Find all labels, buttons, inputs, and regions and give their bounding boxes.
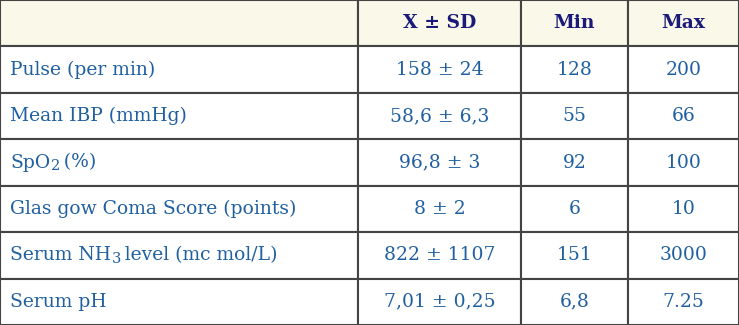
Text: 55: 55 bbox=[562, 107, 587, 125]
Bar bbox=[628, 279, 739, 325]
Bar bbox=[358, 186, 521, 232]
Text: 151: 151 bbox=[556, 246, 593, 264]
Bar bbox=[358, 139, 521, 186]
Text: 96,8 ± 3: 96,8 ± 3 bbox=[399, 153, 480, 172]
Text: Max: Max bbox=[661, 14, 706, 32]
Text: 7,01 ± 0,25: 7,01 ± 0,25 bbox=[384, 293, 495, 311]
Bar bbox=[628, 0, 739, 46]
Bar bbox=[358, 0, 521, 46]
Text: Mean IBP (mmHg): Mean IBP (mmHg) bbox=[10, 107, 187, 125]
Text: 6,8: 6,8 bbox=[559, 293, 590, 311]
Bar bbox=[358, 232, 521, 279]
Text: Glas gow Coma Score (points): Glas gow Coma Score (points) bbox=[10, 200, 296, 218]
Bar bbox=[521, 46, 628, 93]
Text: X ± SD: X ± SD bbox=[403, 14, 476, 32]
Bar bbox=[628, 46, 739, 93]
Text: (%): (%) bbox=[61, 153, 97, 172]
Text: Min: Min bbox=[554, 14, 595, 32]
Text: 128: 128 bbox=[556, 61, 593, 79]
Text: 100: 100 bbox=[666, 153, 701, 172]
Text: 3000: 3000 bbox=[660, 246, 707, 264]
Bar bbox=[521, 186, 628, 232]
Text: Pulse (per min): Pulse (per min) bbox=[10, 60, 155, 79]
Bar bbox=[521, 279, 628, 325]
Bar bbox=[628, 93, 739, 139]
Bar bbox=[628, 232, 739, 279]
Text: 66: 66 bbox=[672, 107, 695, 125]
Text: 200: 200 bbox=[666, 61, 701, 79]
Bar bbox=[521, 139, 628, 186]
Bar bbox=[0, 232, 358, 279]
Bar bbox=[0, 0, 358, 46]
Bar bbox=[358, 279, 521, 325]
Bar bbox=[521, 93, 628, 139]
Bar bbox=[628, 139, 739, 186]
Bar bbox=[0, 186, 358, 232]
Bar bbox=[521, 0, 628, 46]
Text: 10: 10 bbox=[672, 200, 695, 218]
Text: Serum pH: Serum pH bbox=[10, 293, 106, 311]
Bar bbox=[0, 93, 358, 139]
Text: 822 ± 1107: 822 ± 1107 bbox=[384, 246, 495, 264]
Bar bbox=[628, 186, 739, 232]
Text: 92: 92 bbox=[562, 153, 587, 172]
Text: 8 ± 2: 8 ± 2 bbox=[414, 200, 466, 218]
Text: level (mc mol/L): level (mc mol/L) bbox=[121, 246, 278, 264]
Bar bbox=[0, 46, 358, 93]
Text: SpO: SpO bbox=[10, 153, 50, 172]
Bar bbox=[521, 232, 628, 279]
Text: Serum NH: Serum NH bbox=[10, 246, 111, 264]
Text: 58,6 ± 6,3: 58,6 ± 6,3 bbox=[389, 107, 489, 125]
Bar bbox=[358, 93, 521, 139]
Text: 158 ± 24: 158 ± 24 bbox=[395, 61, 483, 79]
Bar bbox=[0, 139, 358, 186]
Text: 6: 6 bbox=[568, 200, 580, 218]
Bar bbox=[0, 279, 358, 325]
Text: 3: 3 bbox=[112, 252, 121, 266]
Text: 2: 2 bbox=[51, 159, 61, 173]
Bar bbox=[358, 46, 521, 93]
Text: 7.25: 7.25 bbox=[663, 293, 704, 311]
